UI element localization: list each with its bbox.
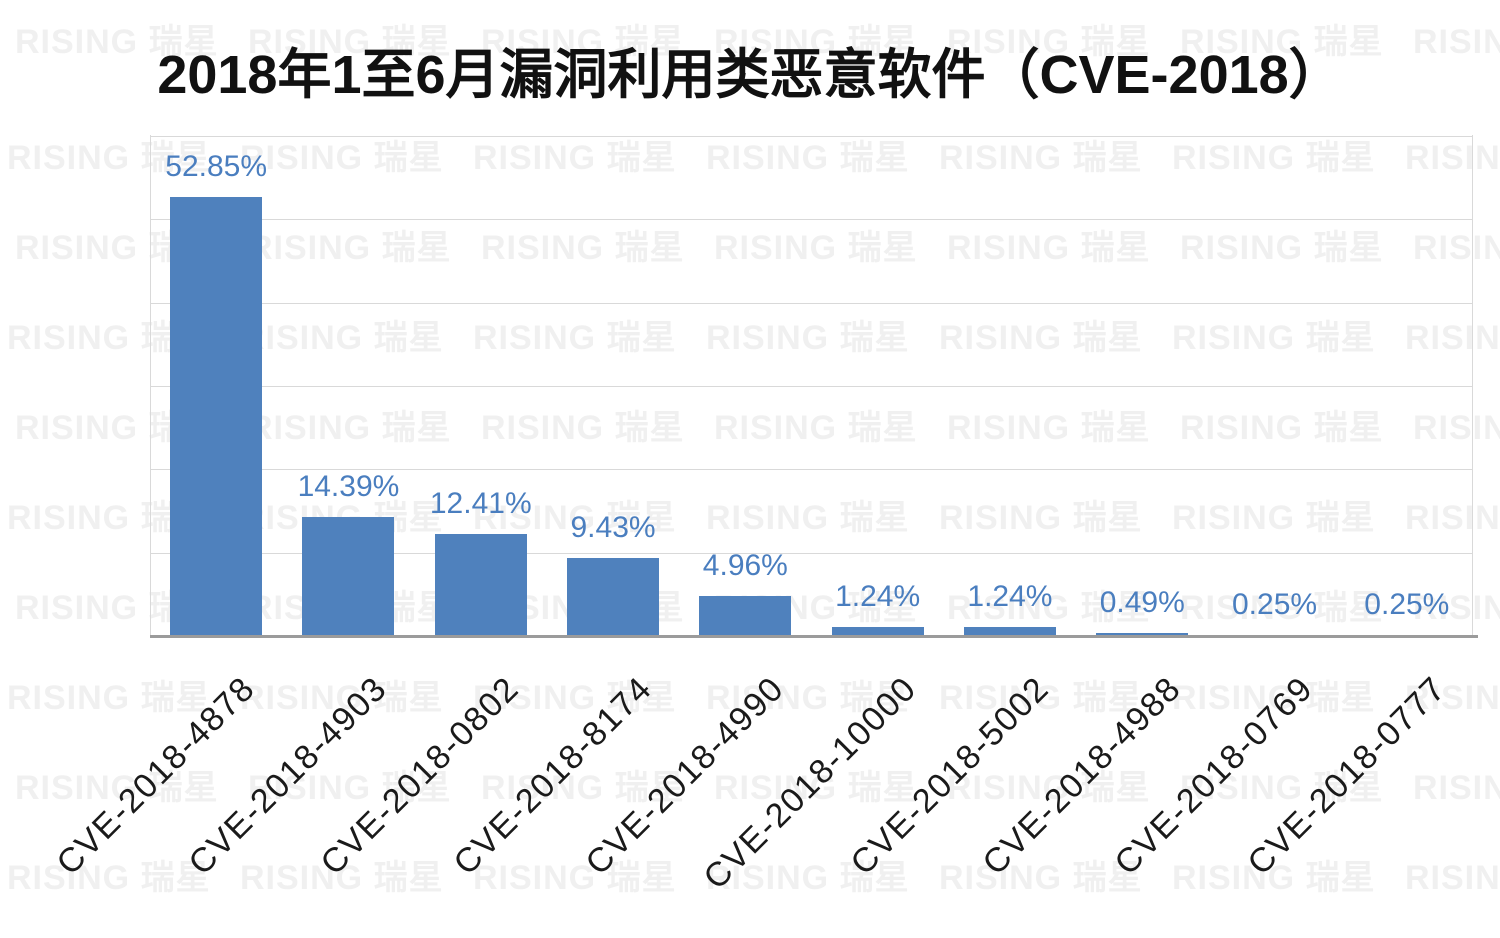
watermark-logo: RISING 瑞星 (706, 499, 910, 537)
watermark-logo: RISING 瑞星 (706, 319, 910, 357)
watermark-logo: RISING 瑞星 (240, 679, 444, 717)
watermark-logo: RISING 瑞星 (1413, 23, 1500, 61)
watermark-logo: RISING 瑞星 (1180, 409, 1384, 447)
value-label: 0.25% (1232, 587, 1318, 621)
watermark-logo: RISING 瑞星 (947, 769, 1151, 807)
watermark-logo: RISING 瑞星 (1413, 229, 1500, 267)
watermark-logo: RISING 瑞星 (240, 139, 444, 177)
watermark-logo: RISING 瑞星 (15, 769, 219, 807)
watermark-logo: RISING 瑞星 (481, 769, 685, 807)
value-label: 0.49% (1099, 585, 1185, 619)
watermark-logo: RISING 瑞星 (248, 229, 452, 267)
watermark-logo: RISING 瑞星 (706, 139, 910, 177)
watermark-logo: RISING 瑞星 (1405, 139, 1500, 177)
value-label: 9.43% (570, 511, 656, 545)
watermark-logo: RISING 瑞星 (1180, 23, 1384, 61)
bar (567, 558, 660, 637)
watermark-logo: RISING 瑞星 (1172, 319, 1376, 357)
watermark-logo: RISING 瑞星 (1405, 859, 1500, 897)
value-label: 0.25% (1364, 587, 1450, 621)
bar (302, 517, 395, 637)
watermark-logo: RISING 瑞星 (1180, 229, 1384, 267)
watermark-logo: RISING 瑞星 (15, 23, 219, 61)
watermark-logo: RISING 瑞星 (7, 139, 211, 177)
watermark-logo: RISING 瑞星 (939, 139, 1143, 177)
watermark-logo: RISING 瑞星 (1172, 859, 1376, 897)
watermark-logo: RISING 瑞星 (714, 23, 918, 61)
watermark-logo: RISING 瑞星 (947, 589, 1151, 627)
watermark-logo: RISING 瑞星 (1413, 769, 1500, 807)
watermark-logo: RISING 瑞星 (481, 23, 685, 61)
bar (170, 196, 263, 637)
x-axis-line (150, 635, 1479, 638)
watermark-logo: RISING 瑞星 (706, 679, 910, 717)
value-label: 12.41% (429, 486, 532, 520)
watermark-logo: RISING 瑞星 (947, 409, 1151, 447)
watermark-logo: RISING 瑞星 (1405, 499, 1500, 537)
watermark-logo: RISING 瑞星 (939, 319, 1143, 357)
watermark-logo: RISING 瑞星 (1172, 679, 1376, 717)
gridline-50pct (150, 219, 1473, 221)
watermark-logo: RISING 瑞星 (473, 499, 677, 537)
watermark-logo: RISING 瑞星 (240, 319, 444, 357)
value-label: 1.24% (967, 579, 1053, 613)
watermark-logo: RISING 瑞星 (714, 229, 918, 267)
watermark-logo: RISING 瑞星 (481, 409, 685, 447)
watermark-logo: RISING 瑞星 (248, 409, 452, 447)
watermark-logo: RISING 瑞星 (1413, 409, 1500, 447)
watermark-logo: RISING 瑞星 (939, 499, 1143, 537)
bar (434, 533, 527, 637)
watermark-logo: RISING 瑞星 (1405, 679, 1500, 717)
bar (963, 626, 1056, 637)
value-label: 52.85% (165, 149, 268, 183)
watermark-logo: RISING 瑞星 (240, 859, 444, 897)
watermark-logo: RISING 瑞星 (473, 859, 677, 897)
value-label: 1.24% (835, 579, 921, 613)
watermark-logo: RISING 瑞星 (947, 23, 1151, 61)
watermark-logo: RISING 瑞星 (1172, 499, 1376, 537)
bar (831, 626, 924, 637)
plot-area: 52.85% 14.39% 12.41% 9.43% 4.96% 1.24% 1.24% 0.… (150, 135, 1479, 638)
value-label: 4.96% (702, 548, 788, 582)
gridline-40pct (150, 302, 1473, 304)
watermark-logo: RISING 瑞星 (248, 23, 452, 61)
watermark-logo: RISING 瑞星 (714, 409, 918, 447)
watermark-logo: RISING 瑞星 (706, 859, 910, 897)
watermark-logo: RISING 瑞星 (473, 139, 677, 177)
watermark-logo: RISING 瑞星 (939, 859, 1143, 897)
chart-title: 2018年1至6月漏洞利用类恶意软件（CVE-2018） (157, 45, 1343, 105)
watermark-logo: RISING 瑞星 (7, 859, 211, 897)
bar (1096, 632, 1189, 637)
watermark-logo: RISING 瑞星 (1413, 589, 1500, 627)
watermark-logo: RISING 瑞星 (1180, 769, 1384, 807)
watermark-logo: RISING 瑞星 (1172, 139, 1376, 177)
gridline-60pct (150, 136, 1473, 137)
watermark-logo: RISING 瑞星 (473, 319, 677, 357)
gridline-20pct (150, 469, 1473, 471)
watermark-logo: RISING 瑞星 (248, 769, 452, 807)
gridline-10pct (150, 552, 1473, 554)
watermark-logo: RISING 瑞星 (939, 679, 1143, 717)
watermark-logo: RISING 瑞星 (1405, 319, 1500, 357)
watermark-logo: RISING 瑞星 (947, 229, 1151, 267)
bar (699, 595, 792, 637)
gridline-30pct (150, 386, 1473, 387)
watermark-logo: RISING 瑞星 (714, 769, 918, 807)
watermark-logo: RISING 瑞星 (7, 679, 211, 717)
watermark-logo: RISING 瑞星 (481, 229, 685, 267)
value-label: 14.39% (297, 470, 400, 504)
watermark-logo: RISING 瑞星 (473, 679, 677, 717)
watermark-logo: RISING 瑞星 (1180, 589, 1384, 627)
